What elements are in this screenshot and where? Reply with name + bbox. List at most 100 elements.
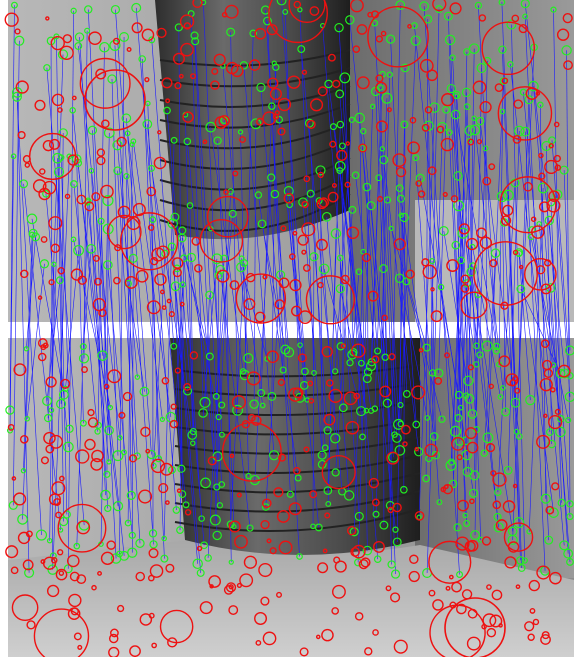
- keypoint: [57, 267, 65, 275]
- keypoint: [422, 264, 437, 280]
- matched-keypoint: [318, 263, 330, 275]
- matched-keypoint: [379, 520, 389, 530]
- matched-keypoint: [360, 248, 367, 255]
- keypoint: [15, 80, 29, 94]
- keypoint: [557, 364, 571, 378]
- keypoint: [174, 367, 181, 374]
- keypoint: [456, 454, 463, 461]
- keypoint: [13, 363, 27, 377]
- matched-keypoint: [429, 432, 439, 441]
- matched-keypoint: [438, 226, 449, 236]
- matched-keypoint: [249, 29, 257, 38]
- keypoint: [407, 141, 420, 155]
- matched-keypoint: [226, 520, 235, 529]
- matched-keypoint: [354, 112, 365, 124]
- matched-keypoint: [62, 385, 69, 392]
- matched-keypoint: [79, 419, 87, 427]
- matched-keypoint: [402, 390, 411, 398]
- matched-keypoint: [481, 340, 493, 352]
- keypoint: [494, 83, 504, 92]
- keypoint: [456, 603, 467, 615]
- keypoint: [385, 585, 392, 592]
- matched-keypoint: [400, 63, 410, 73]
- match-line: [323, 268, 362, 412]
- keypoint: [147, 574, 155, 582]
- keypoint: [48, 493, 61, 506]
- matched-keypoint: [480, 449, 488, 457]
- matched-keypoint: [395, 0, 406, 11]
- keypoint: [442, 484, 453, 495]
- floor: [8, 540, 574, 657]
- keypoints: [4, 0, 574, 657]
- match-line: [309, 123, 326, 448]
- keypoint: [180, 42, 194, 57]
- keypoint: [156, 245, 170, 260]
- matched-keypoint: [363, 407, 370, 414]
- keypoint: [171, 257, 184, 269]
- keypoint: [113, 276, 121, 285]
- keypoint: [414, 511, 425, 521]
- keypoint: [460, 284, 470, 293]
- keypoint: [513, 99, 524, 109]
- keypoint: [87, 408, 95, 417]
- matched-keypoint: [178, 490, 187, 499]
- match-line: [31, 218, 65, 395]
- matched-keypoint: [457, 256, 465, 265]
- matched-keypoint: [454, 413, 463, 423]
- matched-keypoint: [106, 459, 112, 465]
- keypoint: [260, 596, 270, 606]
- matched-keypoint: [200, 477, 211, 489]
- matched-keypoint: [256, 82, 266, 93]
- brick-row: [174, 418, 421, 436]
- keypoint: [243, 298, 256, 310]
- matched-keypoint: [51, 261, 57, 267]
- matched-keypoint: [563, 548, 574, 559]
- matched-keypoint: [354, 511, 364, 521]
- keypoint: [358, 143, 368, 153]
- keypoint: [17, 531, 31, 545]
- keypoint: [308, 398, 315, 404]
- keypoint: [76, 194, 87, 205]
- match-line: [524, 3, 566, 374]
- match-line: [362, 147, 378, 352]
- keypoint: [92, 297, 106, 312]
- match-line: [114, 45, 138, 457]
- brick-row: [159, 121, 351, 150]
- match-line: [210, 127, 244, 372]
- keypoint: [393, 238, 406, 251]
- matched-keypoint: [187, 430, 198, 440]
- match-line: [171, 284, 184, 470]
- keypoint: [500, 301, 509, 310]
- brick-row: [174, 364, 421, 378]
- keypoint: [321, 345, 333, 358]
- matched-keypoint: [452, 90, 461, 100]
- keypoint: [37, 295, 43, 300]
- matched-keypoint: [257, 219, 267, 229]
- keypoint: [94, 277, 102, 286]
- keypoint: [150, 257, 159, 266]
- matched-keypoint: [470, 530, 480, 541]
- keypoint: [301, 249, 307, 255]
- matched-keypoint: [379, 155, 389, 165]
- keypoint: [541, 359, 553, 371]
- matched-keypoint: [565, 417, 572, 424]
- matched-keypoint: [119, 31, 130, 42]
- match-line: [194, 35, 218, 536]
- keypoint: [128, 454, 138, 463]
- keypoint: [60, 378, 71, 389]
- match-line: [400, 215, 402, 406]
- matched-keypoint: [232, 404, 244, 416]
- matched-keypoint: [220, 116, 229, 125]
- keypoint: [11, 594, 39, 621]
- keypoint: [328, 388, 343, 403]
- matched-keypoint: [161, 535, 167, 542]
- keypoint: [4, 12, 19, 27]
- matched-keypoint: [391, 431, 398, 438]
- matched-keypoint: [392, 526, 399, 533]
- match-line: [455, 114, 498, 347]
- keypoint: [444, 597, 506, 657]
- keypoint: [45, 16, 50, 21]
- keypoint: [146, 300, 161, 315]
- matched-keypoint: [454, 390, 463, 399]
